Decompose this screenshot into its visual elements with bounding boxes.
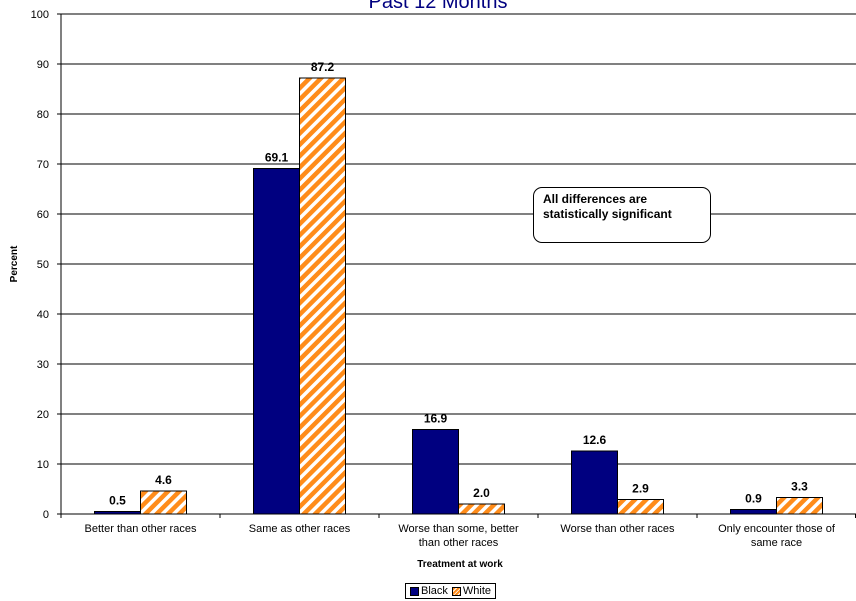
data-label-white: 87.2: [311, 60, 335, 74]
data-label-black: 0.5: [109, 494, 126, 508]
x-category-label: Worse than other races: [560, 523, 675, 535]
x-category-label: Worse than some, better: [398, 523, 519, 535]
bar-white: [776, 497, 823, 515]
bar-white: [617, 499, 664, 515]
bar-black: [571, 450, 618, 515]
legend-item-white: White: [451, 585, 492, 597]
y-axis-title: Percent: [9, 245, 20, 282]
legend-swatch-white: [451, 586, 461, 596]
y-tick-label: 30: [37, 359, 49, 371]
y-tick-label: 80: [37, 109, 49, 121]
x-category-label: same race: [751, 537, 802, 549]
bar-white: [458, 503, 505, 515]
x-category-label: Same as other races: [249, 523, 351, 535]
bar-black: [730, 509, 777, 515]
bar-black: [412, 429, 459, 515]
data-label-black: 0.9: [745, 492, 762, 506]
y-tick-label: 0: [43, 509, 49, 521]
legend: Black White: [405, 583, 497, 599]
significance-note-line-2: statistically significant: [543, 207, 672, 221]
data-label-black: 16.9: [424, 412, 448, 426]
bar-white: [140, 490, 187, 515]
y-tick-label: 90: [37, 59, 49, 71]
significance-note-line-1: All differences are: [543, 192, 648, 206]
data-label-black: 69.1: [265, 151, 289, 165]
y-tick-label: 20: [37, 409, 49, 421]
x-axis-title: Treatment at work: [417, 559, 503, 570]
data-label-white: 2.9: [632, 482, 649, 496]
y-tick-label: 60: [37, 209, 49, 221]
data-label-white: 2.0: [473, 486, 490, 500]
legend-label-white: White: [462, 585, 492, 597]
chart-title: Past 12 Months: [369, 0, 508, 13]
y-tick-label: 10: [37, 459, 49, 471]
bar-black: [253, 168, 300, 515]
legend-item-black: Black: [410, 585, 448, 597]
bar-white: [299, 77, 346, 515]
legend-label-black: Black: [421, 585, 448, 597]
x-category-label: Only encounter those of: [718, 523, 836, 535]
x-category-label: than other races: [419, 537, 499, 549]
data-label-black: 12.6: [583, 433, 607, 447]
y-tick-label: 100: [31, 9, 49, 21]
y-tick-label: 70: [37, 159, 49, 171]
y-tick-label: 50: [37, 259, 49, 271]
y-tick-label: 40: [37, 309, 49, 321]
data-label-white: 3.3: [791, 480, 808, 494]
x-category-label: Better than other races: [85, 523, 197, 535]
significance-note: All differences are statistically signif…: [533, 187, 711, 243]
data-label-white: 4.6: [155, 473, 172, 487]
legend-swatch-black: [410, 586, 419, 596]
